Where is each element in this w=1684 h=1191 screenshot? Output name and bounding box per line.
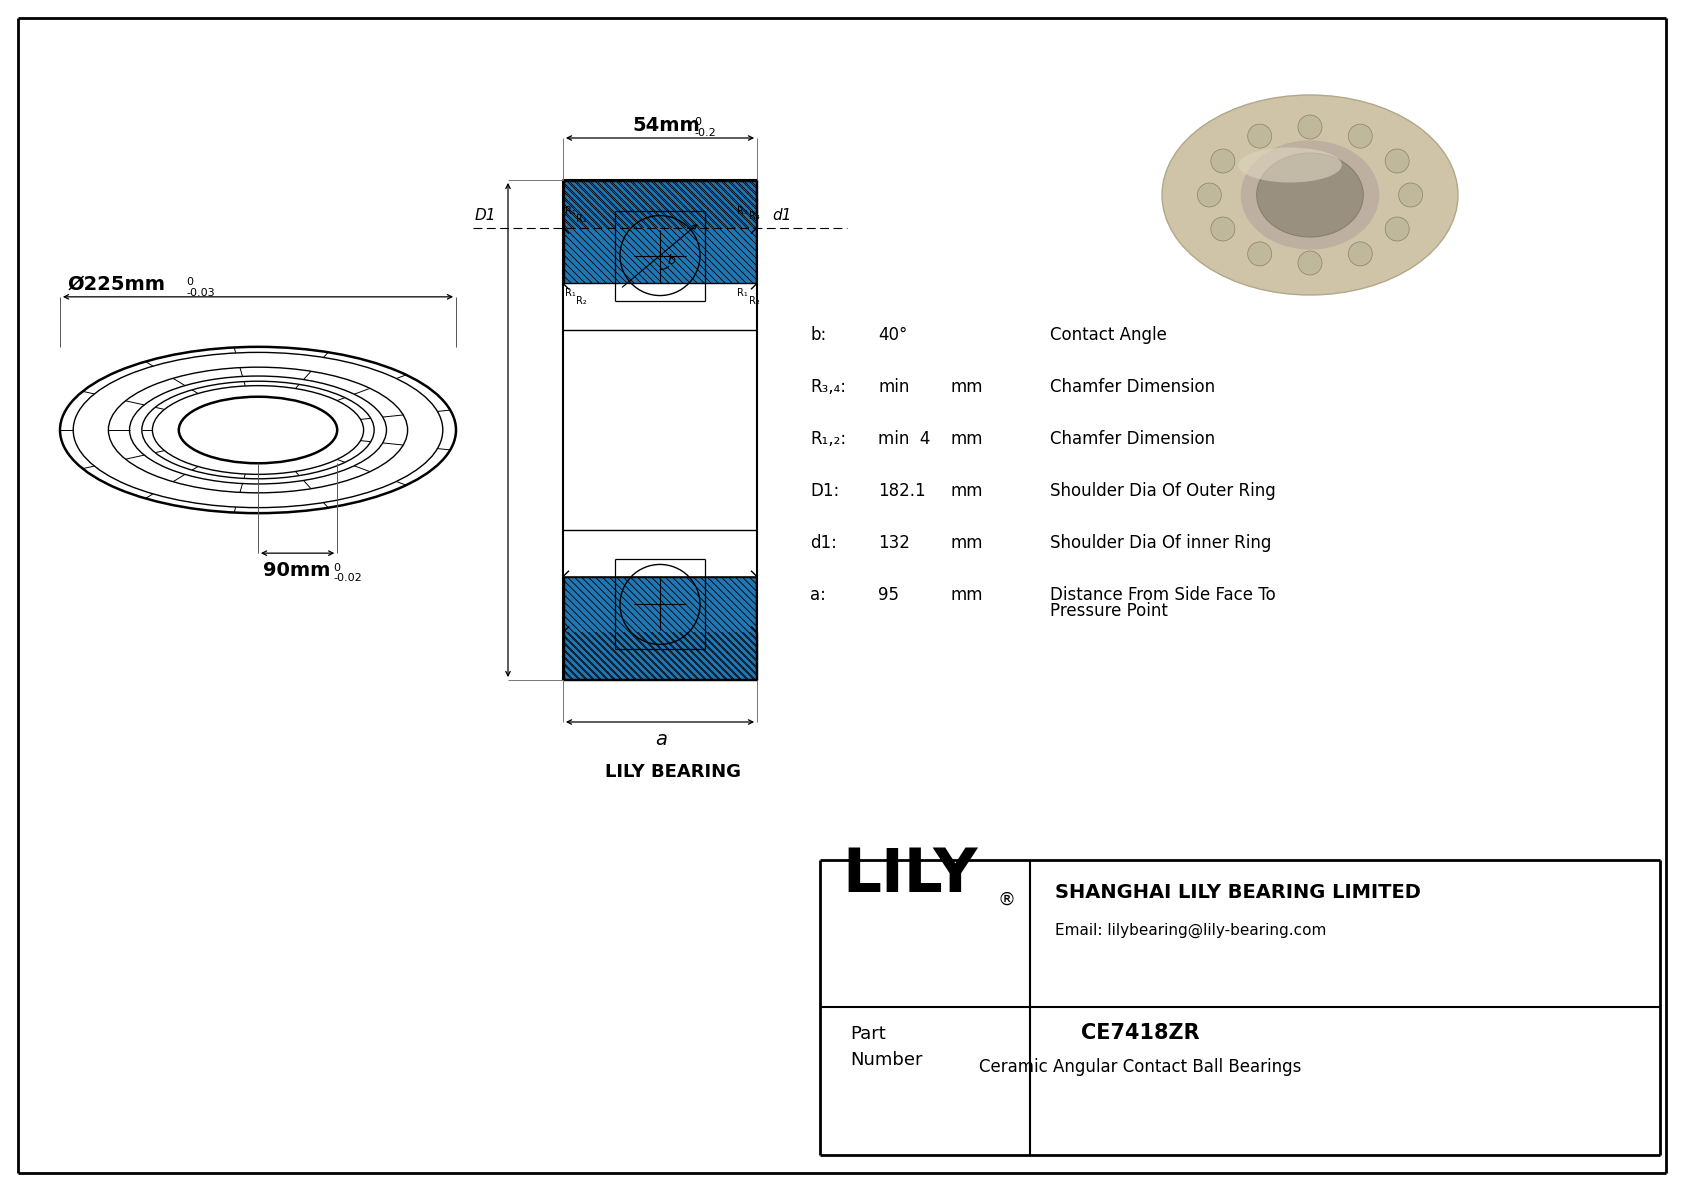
PathPatch shape	[564, 576, 756, 679]
Ellipse shape	[1162, 95, 1458, 295]
Text: 0: 0	[333, 563, 340, 573]
Text: R₂: R₂	[576, 297, 586, 306]
Text: -0.2: -0.2	[694, 127, 716, 138]
Text: Pressure Point: Pressure Point	[1051, 601, 1169, 621]
Text: Ø225mm: Ø225mm	[67, 275, 167, 294]
Text: -0.02: -0.02	[333, 573, 362, 584]
Circle shape	[1197, 183, 1221, 207]
Text: mm: mm	[950, 482, 982, 500]
Text: mm: mm	[950, 378, 982, 395]
Text: -0.03: -0.03	[185, 288, 214, 298]
Text: Contact Angle: Contact Angle	[1051, 326, 1167, 344]
Circle shape	[1298, 251, 1322, 275]
Text: 95: 95	[877, 586, 899, 604]
Text: Ceramic Angular Contact Ball Bearings: Ceramic Angular Contact Ball Bearings	[978, 1058, 1302, 1075]
Text: CE7418ZR: CE7418ZR	[1081, 1023, 1199, 1043]
Text: b:: b:	[810, 326, 827, 344]
Text: D1:: D1:	[810, 482, 839, 500]
Circle shape	[1349, 242, 1372, 266]
Text: d1:: d1:	[810, 534, 837, 551]
Text: Number: Number	[850, 1050, 923, 1070]
Circle shape	[1349, 124, 1372, 148]
Text: R₃,₄:: R₃,₄:	[810, 378, 845, 395]
Text: mm: mm	[950, 534, 982, 551]
Text: R₁: R₁	[738, 288, 748, 298]
PathPatch shape	[562, 180, 758, 227]
Text: a:: a:	[810, 586, 825, 604]
Text: Distance From Side Face To: Distance From Side Face To	[1051, 586, 1276, 604]
Circle shape	[1211, 149, 1234, 173]
Ellipse shape	[1238, 148, 1342, 182]
Text: R₃: R₃	[738, 206, 748, 216]
Text: Shoulder Dia Of Outer Ring: Shoulder Dia Of Outer Ring	[1051, 482, 1276, 500]
Text: R₁,₂:: R₁,₂:	[810, 430, 845, 448]
Text: min  4: min 4	[877, 430, 930, 448]
Circle shape	[1211, 217, 1234, 241]
Text: R₁: R₁	[566, 206, 576, 216]
Circle shape	[1298, 116, 1322, 139]
Ellipse shape	[1256, 152, 1364, 237]
Text: LILY: LILY	[842, 846, 977, 905]
Text: R₂: R₂	[749, 297, 759, 306]
PathPatch shape	[562, 632, 758, 680]
Text: Shoulder Dia Of inner Ring: Shoulder Dia Of inner Ring	[1051, 534, 1271, 551]
Text: a: a	[655, 730, 667, 749]
Text: ®: ®	[997, 891, 1015, 909]
Text: mm: mm	[950, 586, 982, 604]
Text: 132: 132	[877, 534, 909, 551]
Circle shape	[1248, 124, 1271, 148]
Text: min: min	[877, 378, 909, 395]
Text: b: b	[669, 254, 675, 267]
Text: Email: lilybearing@lily-bearing.com: Email: lilybearing@lily-bearing.com	[1054, 923, 1327, 939]
Circle shape	[1386, 149, 1410, 173]
Text: 90mm: 90mm	[263, 561, 330, 580]
Text: LILY BEARING: LILY BEARING	[605, 763, 741, 781]
Text: R₂: R₂	[576, 213, 586, 224]
Text: 0: 0	[185, 276, 194, 287]
Ellipse shape	[1241, 141, 1379, 250]
Text: Chamfer Dimension: Chamfer Dimension	[1051, 378, 1216, 395]
Text: D1: D1	[475, 207, 497, 223]
Circle shape	[1248, 242, 1271, 266]
Text: d1: d1	[771, 207, 791, 223]
Text: 182.1: 182.1	[877, 482, 926, 500]
Text: Chamfer Dimension: Chamfer Dimension	[1051, 430, 1216, 448]
Text: 54mm: 54mm	[632, 116, 701, 135]
Text: mm: mm	[950, 430, 982, 448]
PathPatch shape	[564, 181, 756, 283]
Text: R₁: R₁	[566, 288, 576, 298]
Text: Part: Part	[850, 1025, 886, 1043]
Circle shape	[1399, 183, 1423, 207]
Text: 0: 0	[694, 117, 701, 127]
Circle shape	[1386, 217, 1410, 241]
Text: SHANGHAI LILY BEARING LIMITED: SHANGHAI LILY BEARING LIMITED	[1054, 883, 1421, 902]
Text: 40°: 40°	[877, 326, 908, 344]
Text: R₄: R₄	[749, 211, 759, 220]
